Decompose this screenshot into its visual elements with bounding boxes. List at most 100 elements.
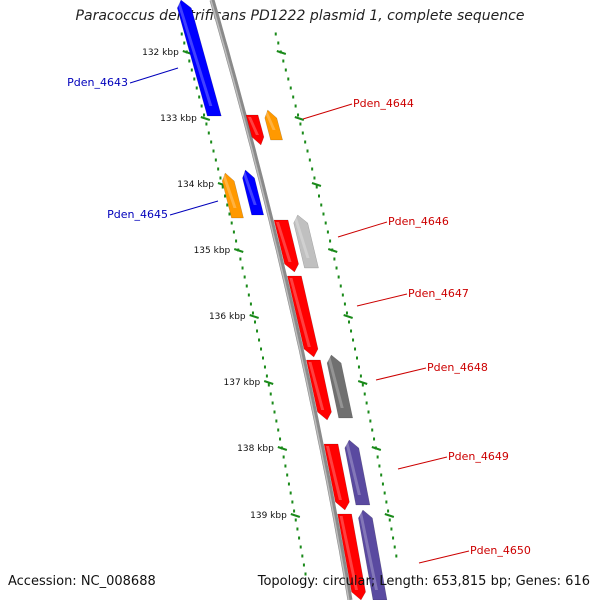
ruler-dot — [383, 491, 386, 495]
ruler-dot — [354, 347, 357, 351]
tick-mark-right — [384, 513, 395, 518]
ruler-dot — [381, 482, 384, 486]
ruler-dot — [180, 32, 183, 36]
tick-label: 138 kbp — [237, 444, 274, 454]
ruler-dot — [289, 491, 292, 495]
gene-pden-4643-arrow-shade — [177, 2, 213, 106]
tick-label: 133 kbp — [160, 114, 197, 124]
gene-label-pden-4648: Pden_4648 — [427, 361, 488, 374]
gene-label-pden-4645: Pden_4645 — [107, 208, 168, 221]
gene-purple-block-2 — [358, 509, 388, 600]
gene-label-pden-4644: Pden_4644 — [353, 97, 414, 110]
ruler-dot — [265, 374, 268, 378]
ruler-dot — [339, 284, 342, 288]
gene-pden-4648-arrow — [306, 359, 332, 421]
backbone-highlight — [210, 0, 350, 600]
ruler-dot — [267, 383, 270, 387]
gene-pden-4648-arrow-shade — [308, 362, 325, 410]
ruler-dot — [376, 455, 379, 459]
ruler-dot — [365, 401, 368, 405]
ruler-dot — [274, 32, 277, 36]
gene-label-pden-4646: Pden_4646 — [388, 215, 449, 228]
ruler-dot — [311, 167, 314, 171]
ruler-dot — [226, 203, 229, 207]
tick-mark-right — [371, 446, 382, 451]
tick-mark-left — [200, 116, 211, 121]
tick-mark-right — [311, 182, 322, 187]
tick-mark-left — [263, 380, 274, 385]
ruler-dot — [306, 149, 309, 153]
ruler-dot — [287, 482, 290, 486]
tick-mark-left — [290, 513, 301, 518]
backbone-line — [209, 0, 353, 600]
ruler-dot — [279, 437, 282, 441]
ruler-dot — [188, 59, 191, 63]
gene-pden-4644-orange-shade — [264, 112, 276, 130]
gene-pden-4645-arrow — [242, 169, 265, 216]
ruler-dot — [230, 221, 233, 225]
ruler-dot — [333, 257, 336, 261]
ruler-dot — [282, 59, 285, 63]
ruler-dot — [207, 131, 210, 135]
ruler-dot — [282, 455, 285, 459]
gene-label-pden-4650: Pden_4650 — [470, 544, 531, 557]
gene-dark-block-shade — [327, 357, 344, 408]
ruler-dot — [277, 428, 280, 432]
gene-pden-4649-arrow-shade — [326, 446, 342, 500]
ruler-dot — [284, 68, 287, 72]
gene-pden-4650-arrow-shade — [339, 516, 358, 590]
ruler-dot — [380, 473, 383, 477]
tick-mark-right — [276, 50, 287, 55]
ruler-dot — [302, 563, 305, 567]
ruler-dot — [190, 68, 193, 72]
tick-mark-right — [357, 380, 368, 385]
ruler-dot — [247, 293, 250, 297]
ruler-dot — [308, 158, 311, 162]
ruler-dot — [269, 392, 272, 396]
ruler-dot — [343, 302, 346, 306]
ruler-dot — [324, 221, 327, 225]
ruler-dot — [263, 365, 266, 369]
ruler-dot — [294, 104, 297, 108]
ruler-dot — [301, 131, 304, 135]
ruler-dot — [205, 122, 208, 126]
gene-leader-line — [129, 67, 179, 84]
ruler-dot — [219, 176, 222, 180]
gene-leader-line — [302, 103, 353, 120]
gene-leader-line — [375, 367, 427, 381]
ruler-dot — [275, 419, 278, 423]
ruler-dot — [348, 320, 351, 324]
ruler-dot — [341, 293, 344, 297]
gene-pden-4644-arrow — [245, 114, 265, 146]
ruler-dot — [299, 122, 302, 126]
ruler-dot — [369, 419, 372, 423]
gene-purple-block-shade — [345, 442, 361, 495]
ruler-dot — [198, 95, 201, 99]
accession-label: Accession: NC_008688 — [8, 574, 156, 589]
ruler-dot — [292, 95, 295, 99]
ruler-dot — [223, 194, 226, 198]
gene-label-pden-4643: Pden_4643 — [67, 76, 128, 89]
ruler-dot — [260, 347, 263, 351]
ruler-dot — [320, 203, 323, 207]
ruler-dot — [249, 302, 252, 306]
ruler-dot — [361, 383, 364, 387]
ruler-dot — [277, 41, 280, 45]
ruler-dot — [286, 473, 289, 477]
gene-pden-4647-arrow-shade — [289, 278, 311, 347]
gene-orange-block — [221, 172, 244, 219]
tick-mark-right — [327, 248, 338, 253]
ruler-dot — [390, 527, 393, 531]
tick-label: 135 kbp — [194, 246, 231, 256]
ruler-dot — [335, 266, 338, 270]
ruler-dot — [322, 212, 325, 216]
tick-label: 139 kbp — [250, 511, 287, 521]
ruler-dot — [329, 239, 332, 243]
gene-orange-block-shade — [222, 175, 237, 208]
ruler-dot — [284, 464, 287, 468]
tick-mark-right — [294, 116, 305, 121]
ruler-dot — [262, 356, 265, 360]
ruler-dot — [373, 437, 376, 441]
ruler-dot — [298, 536, 301, 540]
ruler-dot — [241, 266, 244, 270]
